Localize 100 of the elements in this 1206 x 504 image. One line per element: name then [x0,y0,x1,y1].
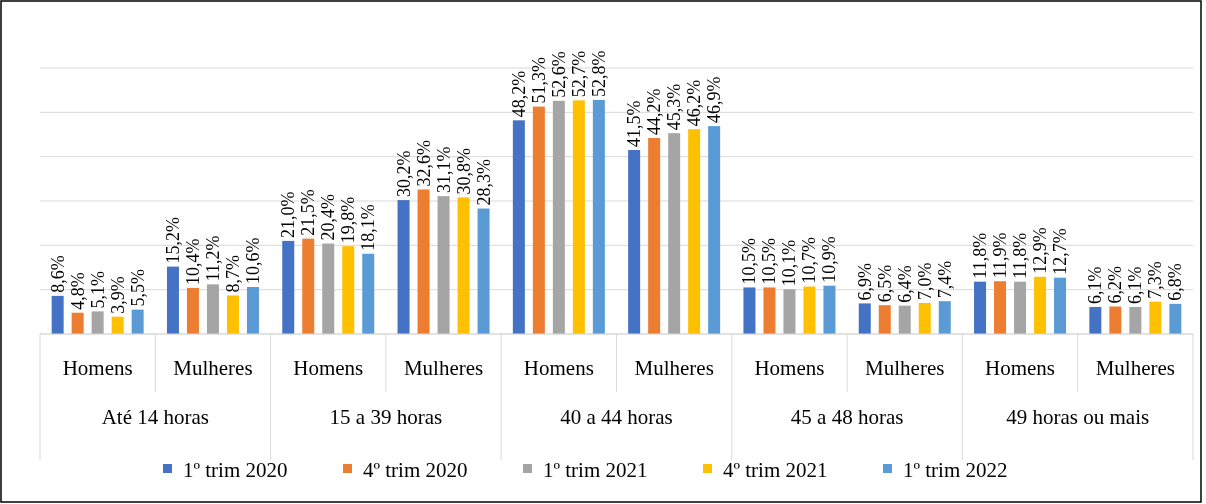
data-label: 10,7% [799,237,820,284]
data-label: 6,8% [1165,263,1186,301]
bar [437,196,450,334]
data-label: 7,4% [934,260,955,299]
bar [918,302,931,334]
legend-label: 4º trim 2021 [723,458,828,483]
x-tick-label: Homens [985,356,1056,380]
bar [803,286,816,334]
bar [938,301,951,334]
data-label: 6,9% [854,262,875,301]
bar [71,312,84,334]
data-label: 7,3% [1145,261,1166,299]
data-label: 28,3% [473,159,494,206]
bar [417,189,430,334]
bar [206,284,219,334]
data-label: 46,9% [704,76,725,124]
data-label: 45,3% [664,83,685,131]
bar [1129,306,1142,334]
bar [668,133,681,334]
data-label: 32,6% [413,139,434,187]
bar [342,246,355,334]
legend-label: 1º trim 2021 [543,458,648,483]
data-label: 10,4% [182,238,203,285]
data-label: 6,4% [894,265,915,303]
bar [282,240,295,334]
bar [552,100,565,334]
data-label: 8,6% [47,255,68,293]
x-tick-label: Mulheres [173,356,253,380]
bar [898,305,911,334]
bar [763,287,776,334]
text: 45 a 48 horas [790,405,904,429]
bar [512,120,525,334]
bar [111,316,124,334]
data-label: 7,0% [914,262,935,300]
x-tick-label: Homens [293,356,364,380]
bar [1169,303,1182,334]
bar [688,129,701,334]
bar [783,289,796,334]
x-tick-label: Homens [523,356,594,380]
data-label: 52,7% [568,50,589,98]
x-tick-label: Homens [62,356,133,380]
bar [628,150,641,334]
text: 40 a 44 horas [560,405,673,429]
bar [1034,276,1047,334]
data-label: 41,5% [624,100,645,148]
bar [708,126,721,334]
bar [1149,301,1162,334]
bar [532,106,545,334]
legend-label: 1º trim 2022 [903,458,1008,483]
bar [994,281,1007,334]
data-label: 51,3% [528,57,549,104]
data-label: 11,9% [990,232,1011,279]
bar [322,243,335,334]
bar [858,303,871,334]
data-label: 30,8% [453,147,474,195]
x-tick-label: Mulheres [1095,356,1176,380]
data-label: 31,1% [433,146,454,194]
bar [743,287,756,334]
x-tick-label: Mulheres [865,356,945,380]
legend-label: 4º trim 2020 [363,458,468,483]
data-label: 8,7% [222,254,243,293]
data-label: 10,9% [819,236,840,283]
data-label: 6,1% [1125,266,1146,304]
data-label: 30,2% [393,150,414,198]
legend-label: 1º trim 2020 [183,458,288,483]
data-label: 11,8% [1010,232,1031,279]
data-label: 48,2% [508,70,529,118]
data-label: 11,2% [202,235,223,282]
text: 49 horas ou mais [1006,405,1150,429]
x-tick-label: Homens [754,356,825,380]
bar [648,138,661,334]
data-label: 21,5% [298,189,319,236]
bar [362,253,375,334]
data-label: 3,9% [107,276,128,314]
data-label: 12,7% [1050,228,1071,275]
data-label: 46,2% [684,79,705,127]
x-tick-label: Mulheres [403,356,484,380]
data-label: 11,8% [970,232,991,279]
bar [186,287,199,334]
data-label: 18,1% [358,204,379,251]
bar [1089,306,1102,334]
data-label: 10,1% [779,239,800,287]
bar [1109,306,1122,334]
data-label: 20,4% [318,194,339,241]
data-label: 6,2% [1105,266,1126,304]
bar [592,99,605,334]
data-label: 19,8% [338,196,359,244]
data-label: 10,5% [759,237,780,285]
data-label: 6,5% [874,264,895,303]
bar [572,100,585,334]
data-label: 12,9% [1030,227,1051,274]
bar [477,208,490,334]
data-label: 4,8% [67,272,88,310]
bar [878,305,891,334]
data-label: 6,1% [1085,266,1106,304]
bar [823,285,836,334]
bar [226,295,239,334]
data-label: 5,1% [87,270,108,309]
bar [131,309,144,334]
data-label: 10,6% [242,237,263,285]
